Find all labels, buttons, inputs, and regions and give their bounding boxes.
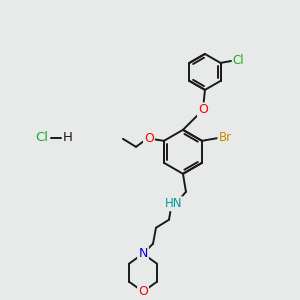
Text: H: H: [63, 131, 73, 144]
Text: N: N: [138, 247, 148, 260]
Text: Cl: Cl: [36, 131, 49, 144]
Text: O: O: [138, 285, 148, 298]
Text: O: O: [144, 132, 154, 145]
Text: N: N: [138, 247, 148, 260]
Text: Br: Br: [218, 131, 232, 144]
Text: Cl: Cl: [233, 54, 244, 68]
Text: HN: HN: [165, 197, 183, 210]
Text: O: O: [198, 103, 208, 116]
